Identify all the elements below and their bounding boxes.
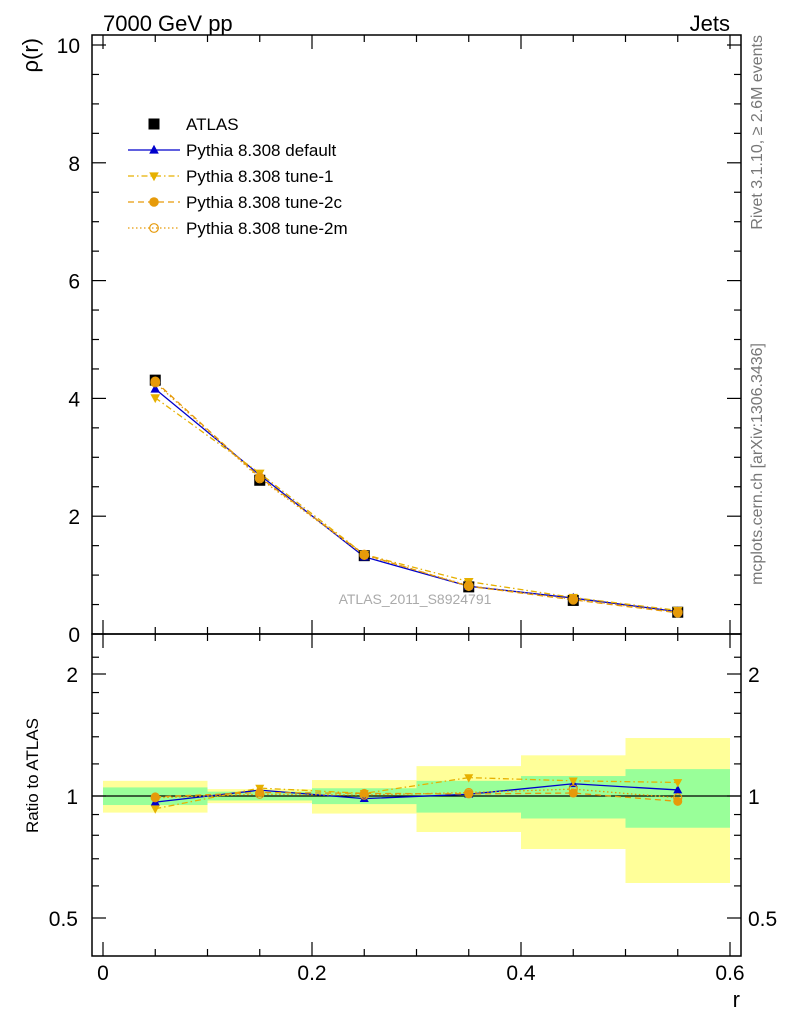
legend-marker [149,144,159,154]
ratio-y-axis-label: Ratio to ATLAS [23,718,42,833]
ratio-y-tick-label: 2 [66,664,78,687]
ratio-data-point [673,779,683,788]
ratio-data-point [568,777,578,786]
legend-marker [149,223,159,233]
ratio-y-tick-label-right: 2 [748,664,760,687]
ratio-plot-data [92,738,741,884]
legend-label: Pythia 8.308 tune-2c [186,193,342,212]
main-data-point [359,549,370,560]
main-data-point [254,473,265,484]
ratio-data-point [673,793,683,803]
main-data-point [568,595,579,605]
ratio-data-point [464,774,474,783]
ratio-y-tick-label: 1 [66,786,78,809]
legend-marker [149,172,159,182]
legend-label: Pythia 8.308 default [186,141,337,160]
main-data-point [463,581,474,592]
x-tick-label: 0.2 [297,962,326,985]
legend-label: ATLAS [186,115,239,134]
main-y-tick-label: 4 [68,388,80,411]
main-data-point [150,377,161,388]
ratio-data-point [568,784,578,794]
main-y-tick-label: 8 [68,153,80,176]
rivet-version-label: Rivet 3.1.10, ≥ 2.6M events [749,35,766,230]
main-series-line [154,388,678,613]
ratio-series-line [155,788,678,799]
main-data-point [672,607,683,618]
ratio-data-point [255,789,265,799]
ratio-data-point [359,790,369,800]
main-series-line [154,397,678,612]
main-data-point [672,607,683,618]
main-series-line [154,380,678,614]
ratio-y-tick-label-right: 0.5 [748,908,777,931]
main-y-tick-label: 6 [68,271,80,294]
axis-ticks: 0 2 4 6 8 10 0 0.2 0.4 0.6 0.5 0.5 1 1 2 2 [49,35,777,985]
legend-marker [148,118,160,130]
main-series-line [154,382,678,613]
main-y-tick-label: 0 [68,624,80,647]
ratio-data-point [673,784,683,794]
ratio-data-point [464,787,474,798]
main-y-tick-label: 10 [57,35,80,58]
ratio-series-line [155,783,678,803]
x-axis-label: r [733,987,740,1012]
main-data-point [150,383,161,393]
main-data-point [463,580,474,591]
analysis-watermark: ATLAS_2011_S8924791 [339,591,492,607]
main-data-point [359,550,370,560]
legend-marker [149,197,159,207]
x-tick-label: 0 [97,962,109,985]
header-left-label: 7000 GeV pp [103,11,233,36]
legend-label: Pythia 8.308 tune-1 [186,167,333,186]
header-right-label: Jets [690,11,730,36]
ratio-data-point [150,805,160,814]
ratio-y-tick-label-right: 1 [748,786,760,809]
y-axis-label: ρ(r) [18,38,43,73]
ratio-data-point [150,793,160,803]
main-data-point [150,394,161,404]
ratio-y-tick-label: 0.5 [49,908,78,931]
legend-label: Pythia 8.308 tune-2m [186,219,348,238]
x-tick-label: 0.4 [506,962,536,985]
main-data-point [568,594,579,605]
legend: ATLAS Pythia 8.308 default Pythia 8.308 tu… [128,115,348,238]
main-plot-data [149,374,684,618]
mcplots-label: mcplots.cern.ch [arXiv:1306.3436] [749,343,766,585]
main-y-tick-label: 2 [68,506,80,529]
x-tick-label: 0.6 [715,962,744,985]
